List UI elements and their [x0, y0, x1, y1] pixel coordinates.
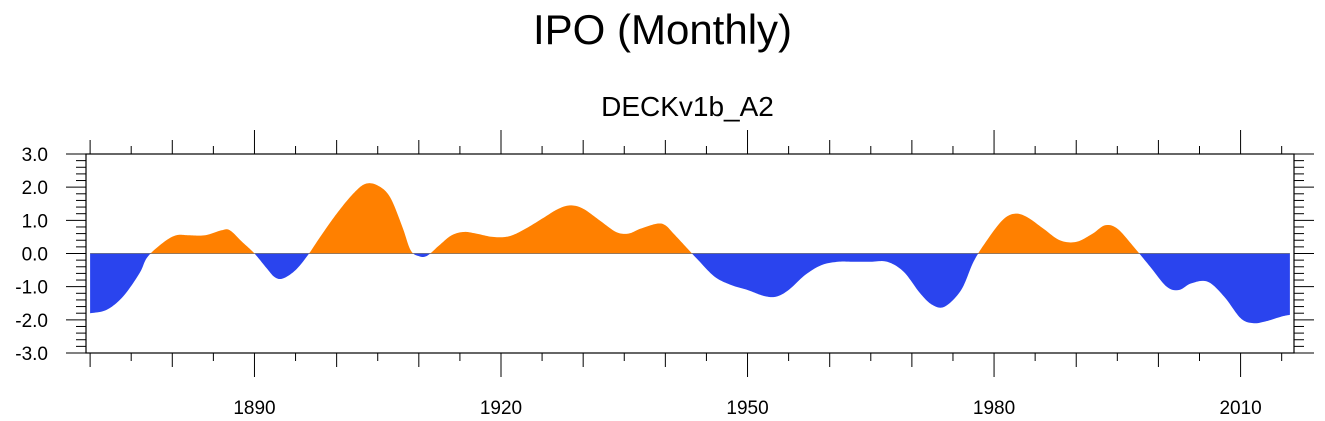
y-tick-label: 3.0 — [22, 145, 48, 166]
chart-title: IPO (Monthly) — [532, 6, 793, 53]
y-tick-label: 2.0 — [22, 178, 48, 199]
y-tick-label: -1.0 — [15, 278, 48, 299]
x-tick-label: 1920 — [480, 398, 522, 419]
x-tick-label: 1980 — [973, 398, 1015, 419]
x-tick-label: 1950 — [726, 398, 768, 419]
chart-subtitle: DECKv1b_A2 — [601, 91, 774, 122]
positive-area — [90, 183, 1290, 254]
y-tick-label: 0.0 — [22, 245, 48, 266]
y-tick-label: -3.0 — [15, 344, 48, 365]
y-tick-label: 1.0 — [22, 211, 48, 232]
negative-area — [90, 253, 1290, 324]
y-tick-label: -2.0 — [15, 311, 48, 332]
x-tick-label: 2010 — [1219, 398, 1261, 419]
x-tick-label: 1890 — [233, 398, 275, 419]
